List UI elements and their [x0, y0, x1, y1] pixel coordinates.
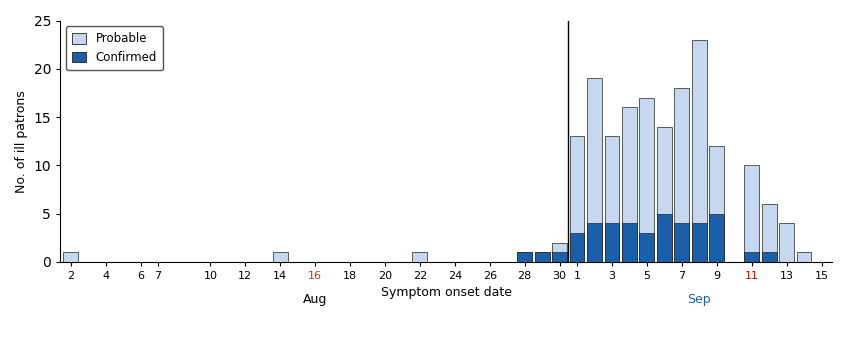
Bar: [779, 223, 794, 262]
Bar: [587, 223, 602, 262]
Bar: [639, 98, 655, 262]
Y-axis label: No. of ill patrons: No. of ill patrons: [15, 90, 28, 193]
Bar: [745, 252, 759, 262]
Bar: [674, 223, 689, 262]
Bar: [745, 165, 759, 262]
Bar: [692, 223, 706, 262]
Bar: [534, 252, 550, 262]
Bar: [797, 252, 811, 262]
Bar: [518, 252, 532, 262]
Bar: [657, 127, 672, 262]
Bar: [605, 136, 619, 262]
Bar: [273, 252, 288, 262]
Bar: [518, 252, 532, 262]
Bar: [605, 223, 619, 262]
X-axis label: Symptom onset date: Symptom onset date: [380, 286, 512, 299]
Bar: [674, 88, 689, 262]
Bar: [761, 252, 777, 262]
Bar: [709, 146, 724, 262]
Bar: [64, 252, 78, 262]
Legend: Probable, Confirmed: Probable, Confirmed: [66, 26, 163, 70]
Bar: [639, 233, 655, 262]
Bar: [657, 213, 672, 262]
Bar: [552, 252, 567, 262]
Bar: [570, 136, 584, 262]
Bar: [692, 40, 706, 262]
Bar: [622, 107, 637, 262]
Bar: [412, 252, 428, 262]
Text: Sep: Sep: [688, 293, 711, 306]
Bar: [761, 204, 777, 262]
Bar: [587, 78, 602, 262]
Bar: [622, 223, 637, 262]
Bar: [709, 213, 724, 262]
Bar: [534, 252, 550, 262]
Bar: [552, 242, 567, 262]
Text: Aug: Aug: [303, 293, 327, 306]
Bar: [570, 233, 584, 262]
